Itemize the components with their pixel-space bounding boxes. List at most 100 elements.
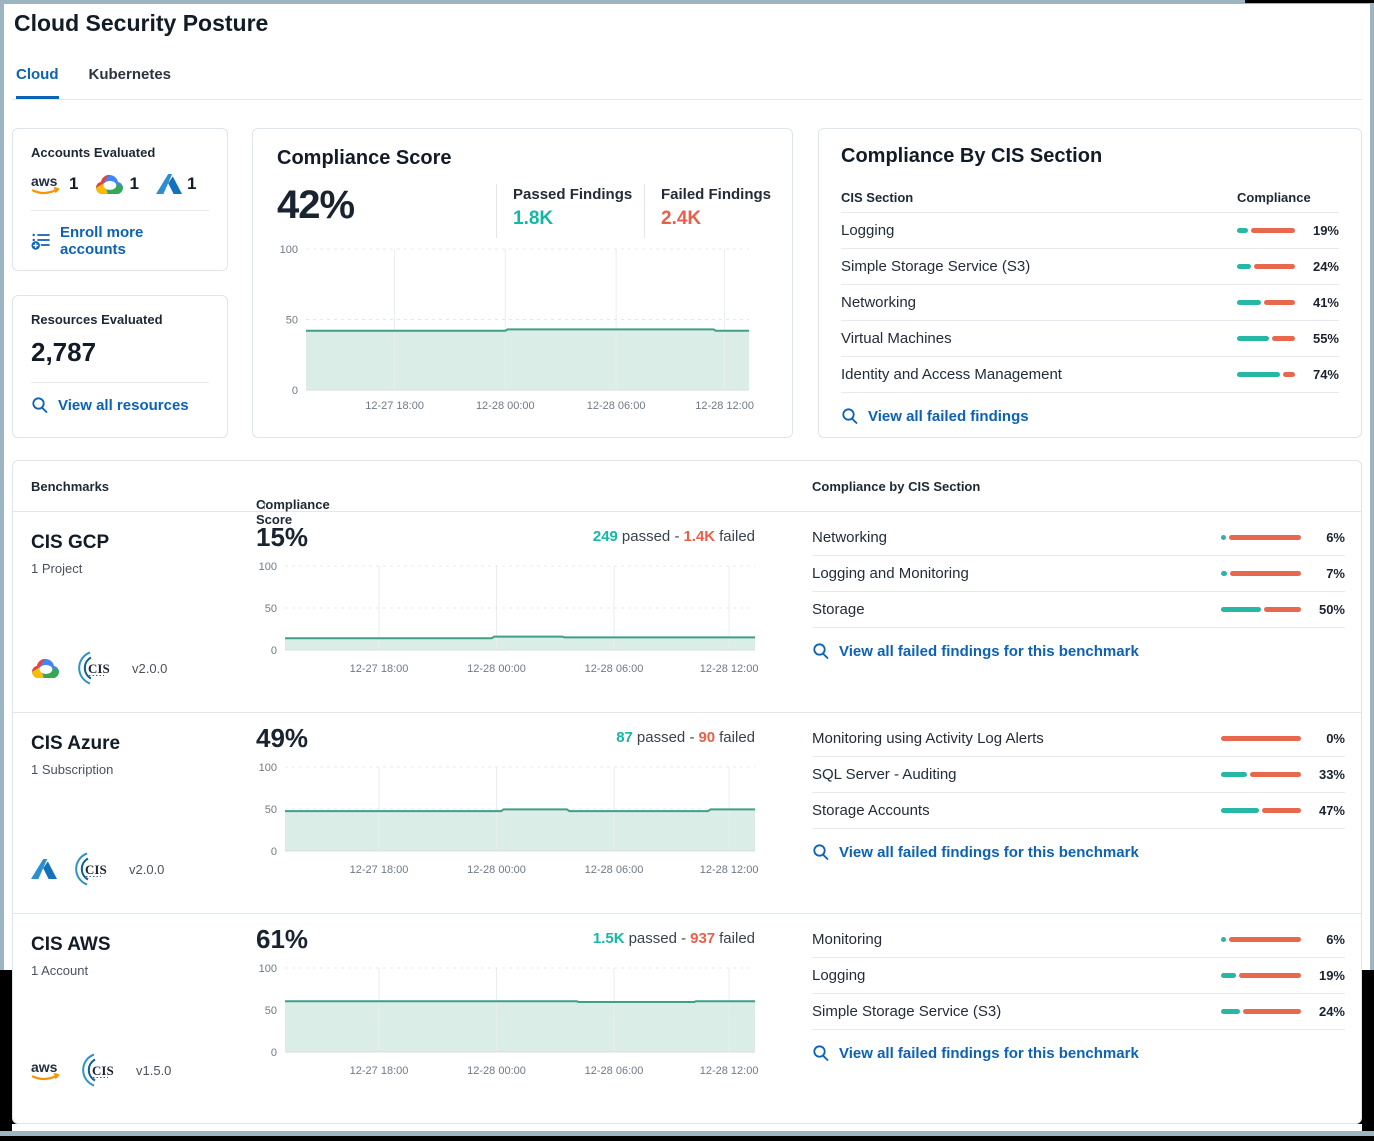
svg-text:12-28 12:00: 12-28 12:00 xyxy=(700,663,759,675)
benchmarks-card: Benchmarks Compliance Score ↑ Compliance … xyxy=(12,460,1362,1124)
compliance-bar xyxy=(1221,1009,1301,1014)
compliance-bar xyxy=(1237,372,1295,377)
benchmark-row-cis-aws: CIS AWS 1 Account aws CIS v1.5.0 61% 1.5… xyxy=(13,913,1361,1114)
magnifier-icon xyxy=(812,642,830,660)
cis-table-header: CIS Section Compliance xyxy=(841,182,1339,213)
card-bottom-spacer xyxy=(12,1124,1362,1131)
benchmark-name: CIS GCP xyxy=(31,532,110,553)
cis-section-card-title: Compliance By CIS Section xyxy=(841,145,1103,167)
svg-text:0: 0 xyxy=(271,1047,277,1059)
magnifier-icon xyxy=(812,843,830,861)
benchmark-row-cis-gcp: CIS GCP 1 Project CIS v2.0.0 15% 249 pass… xyxy=(13,512,1361,712)
table-row: Storage 50% xyxy=(812,592,1345,628)
benchmark-version: v1.5.0 xyxy=(136,1062,172,1078)
svg-text:12-28 12:00: 12-28 12:00 xyxy=(700,1065,759,1077)
magnifier-icon xyxy=(841,407,859,425)
svg-text:12-27 18:00: 12-27 18:00 xyxy=(350,864,409,876)
tab-kubernetes[interactable]: Kubernetes xyxy=(88,66,172,83)
gcp-icon xyxy=(31,656,60,680)
enroll-more-accounts-link[interactable]: Enroll more accounts xyxy=(31,224,209,258)
benchmark-score: 61% xyxy=(256,924,309,954)
compliance-bar xyxy=(1221,808,1301,813)
compliance-bar xyxy=(1237,228,1295,233)
col-cis-section: CIS Section xyxy=(841,189,914,205)
svg-text:CIS: CIS xyxy=(88,661,110,676)
divider xyxy=(31,382,209,383)
svg-text:12-27 18:00: 12-27 18:00 xyxy=(350,1065,409,1077)
compliance-bar xyxy=(1237,300,1295,305)
table-row: Networking 41% xyxy=(841,285,1339,321)
azure-icon xyxy=(31,858,57,880)
compliance-by-cis-section-card: Compliance By CIS Section CIS Section Co… xyxy=(818,128,1362,438)
table-row: Monitoring 6% xyxy=(812,922,1345,958)
col-compliance: Compliance xyxy=(1237,189,1311,205)
sort-ascending-icon: ↑ xyxy=(261,497,268,512)
view-failed-findings-benchmark-link[interactable]: View all failed findings for this benchm… xyxy=(812,843,1345,861)
resources-count: 2,787 xyxy=(31,337,97,367)
benchmark-sections: Monitoring using Activity Log Alerts 0% … xyxy=(812,721,1345,861)
table-row: SQL Server - Auditing 33% xyxy=(812,757,1345,793)
table-row: Networking 6% xyxy=(812,520,1345,556)
tab-cloud[interactable]: Cloud xyxy=(16,66,59,99)
benchmark-score: 49% xyxy=(256,723,309,753)
benchmark-trend-chart: 0 50 100 12-27 18:00 12-28 00:00 12-28 06:00 1… xyxy=(255,954,765,1087)
benchmark-name: CIS AWS xyxy=(31,934,111,955)
svg-text:100: 100 xyxy=(259,561,277,573)
cis-logo-icon: CIS xyxy=(80,1050,120,1090)
table-row: Logging 19% xyxy=(812,958,1345,994)
view-all-failed-findings-link[interactable]: View all failed findings xyxy=(841,407,1339,425)
view-failed-findings-benchmark-link[interactable]: View all failed findings for this benchm… xyxy=(812,1044,1345,1062)
overall-compliance-score: 42% xyxy=(277,183,355,227)
enroll-accounts-icon xyxy=(31,232,51,250)
azure-icon xyxy=(155,173,182,195)
view-all-resources-link[interactable]: View all resources xyxy=(31,396,209,414)
benchmark-trend-chart: 0 50 100 12-27 18:00 12-28 00:00 12-28 06:00 1… xyxy=(255,753,765,886)
benchmark-subtitle: 1 Account xyxy=(31,963,89,978)
tab-bar: Cloud Kubernetes xyxy=(16,66,171,99)
table-row: Simple Storage Service (S3) 24% xyxy=(812,994,1345,1030)
top-edge-artifact xyxy=(1245,0,1374,3)
svg-text:12-28 12:00: 12-28 12:00 xyxy=(700,864,759,876)
svg-text:100: 100 xyxy=(259,762,277,774)
compliance-score-stats: 42% Passed Findings 1.8K Failed Findings… xyxy=(277,184,792,238)
aws-icon: aws xyxy=(31,1059,64,1082)
table-row: Virtual Machines 55% xyxy=(841,321,1339,357)
svg-text:CIS: CIS xyxy=(92,1063,114,1078)
passed-failed-summary: 1.5K passed -937 failed xyxy=(592,930,755,947)
table-row: Storage Accounts 47% xyxy=(812,793,1345,829)
benchmark-score: 15% xyxy=(256,522,309,552)
svg-text:0: 0 xyxy=(271,645,277,657)
accounts-evaluated-title: Accounts Evaluated xyxy=(31,145,156,160)
benchmark-sections: Networking 6% Logging and Monitoring 7% … xyxy=(812,520,1345,660)
compliance-bar xyxy=(1221,571,1301,576)
page-title: Cloud Security Posture xyxy=(14,10,269,36)
table-row: Simple Storage Service (S3) 24% xyxy=(841,249,1339,285)
svg-text:12-28 12:00: 12-28 12:00 xyxy=(695,400,754,412)
svg-text:12-28 00:00: 12-28 00:00 xyxy=(467,1065,526,1077)
cis-logo-icon: CIS xyxy=(73,849,113,889)
svg-text:12-28 00:00: 12-28 00:00 xyxy=(467,864,526,876)
table-row: Logging and Monitoring 7% xyxy=(812,556,1345,592)
benchmark-name: CIS Azure xyxy=(31,733,121,754)
benchmark-subtitle: 1 Subscription xyxy=(31,762,114,777)
passed-failed-summary: 87 passed -90 failed xyxy=(616,729,755,746)
svg-text:12-27 18:00: 12-27 18:00 xyxy=(365,400,424,412)
benchmark-badges: CIS v2.0.0 xyxy=(31,849,164,889)
passed-findings-value: 1.8K xyxy=(513,208,554,229)
view-failed-findings-benchmark-link[interactable]: View all failed findings for this benchm… xyxy=(812,642,1345,660)
svg-text:100: 100 xyxy=(259,963,277,975)
compliance-bar xyxy=(1221,607,1301,612)
magnifier-icon xyxy=(31,396,49,414)
svg-text:12-28 00:00: 12-28 00:00 xyxy=(467,663,526,675)
viewport-top-border xyxy=(0,0,1374,4)
svg-text:50: 50 xyxy=(265,603,277,615)
viewport-bottom-border xyxy=(0,1131,1374,1136)
compliance-bar xyxy=(1221,736,1301,741)
svg-text:aws: aws xyxy=(31,173,58,189)
benchmark-badges: CIS v2.0.0 xyxy=(31,648,167,688)
col-compliance-by-cis-section: Compliance by CIS Section xyxy=(812,479,981,494)
svg-text:100: 100 xyxy=(280,244,298,256)
resources-evaluated-card: Resources Evaluated 2,787 View all resou… xyxy=(12,295,228,438)
tab-bar-divider xyxy=(12,99,1362,100)
